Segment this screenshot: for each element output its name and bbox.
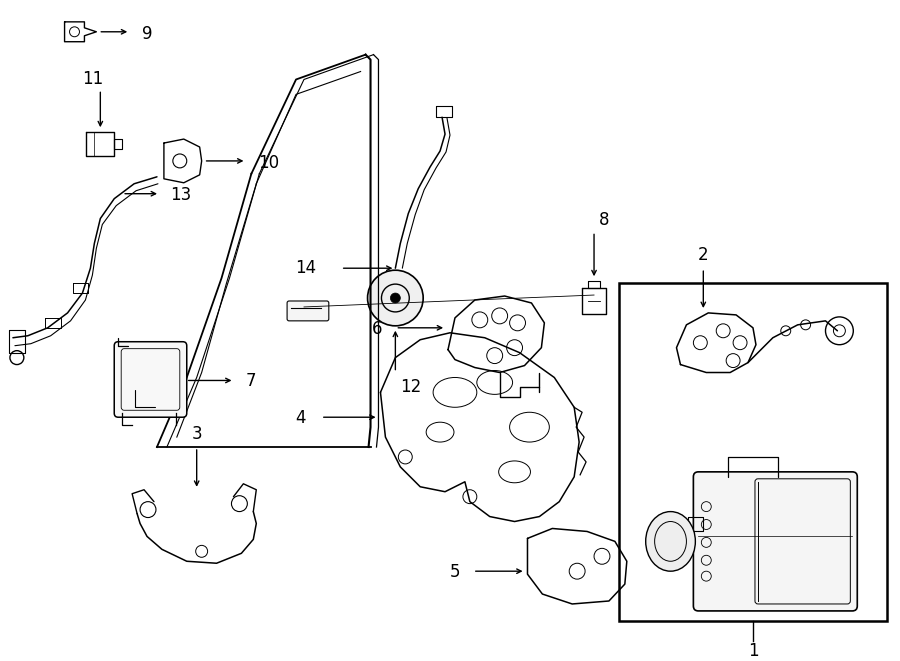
Circle shape [391,293,401,303]
Text: 2: 2 [698,247,708,264]
FancyBboxPatch shape [287,301,328,321]
Text: 13: 13 [170,186,191,204]
Text: 9: 9 [142,24,153,43]
Text: 11: 11 [82,71,103,89]
Text: 5: 5 [449,563,460,581]
Circle shape [367,270,423,326]
FancyBboxPatch shape [693,472,858,611]
Text: 12: 12 [400,378,421,397]
Text: 4: 4 [295,409,306,427]
Text: 6: 6 [372,320,382,338]
Text: 1: 1 [748,642,759,660]
Ellipse shape [645,512,696,571]
Text: 8: 8 [599,211,609,229]
Text: 3: 3 [192,425,202,443]
Text: 7: 7 [246,372,256,391]
Text: 14: 14 [295,259,316,277]
Bar [619,283,887,621]
Text: 10: 10 [258,154,279,172]
FancyBboxPatch shape [114,342,187,417]
